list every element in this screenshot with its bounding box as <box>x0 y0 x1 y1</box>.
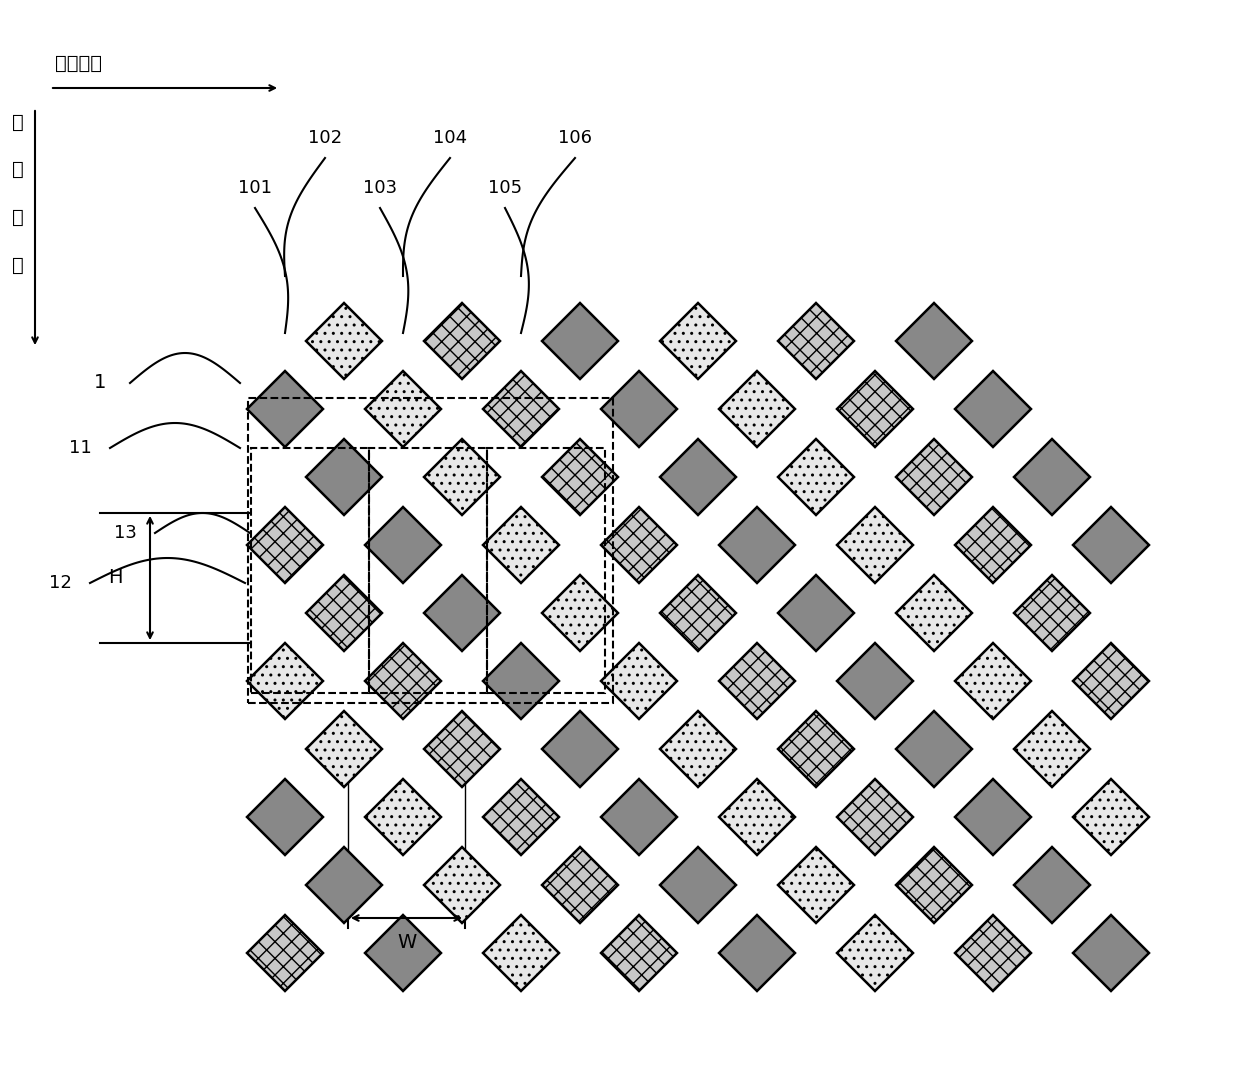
Polygon shape <box>542 439 618 515</box>
Polygon shape <box>1014 711 1090 787</box>
Polygon shape <box>424 847 500 923</box>
Polygon shape <box>484 371 559 447</box>
Text: 第: 第 <box>12 113 24 132</box>
Polygon shape <box>837 915 913 991</box>
Polygon shape <box>601 507 677 583</box>
Polygon shape <box>306 575 382 651</box>
Polygon shape <box>484 915 559 991</box>
Polygon shape <box>424 711 500 787</box>
Polygon shape <box>897 303 972 379</box>
Text: 12: 12 <box>48 574 72 592</box>
Polygon shape <box>424 575 500 651</box>
Polygon shape <box>955 643 1030 719</box>
Polygon shape <box>897 847 972 923</box>
Text: 13: 13 <box>114 524 136 541</box>
Polygon shape <box>601 371 677 447</box>
Polygon shape <box>955 779 1030 855</box>
Polygon shape <box>306 847 382 923</box>
Text: 一: 一 <box>12 160 24 179</box>
Text: 1: 1 <box>94 374 107 393</box>
Polygon shape <box>719 779 795 855</box>
Polygon shape <box>955 915 1030 991</box>
Text: 11: 11 <box>68 439 92 457</box>
Polygon shape <box>837 779 913 855</box>
Text: H: H <box>108 568 123 587</box>
Polygon shape <box>1014 439 1090 515</box>
Polygon shape <box>365 507 441 583</box>
Polygon shape <box>777 575 854 651</box>
Polygon shape <box>660 303 737 379</box>
Polygon shape <box>777 303 854 379</box>
Polygon shape <box>897 439 972 515</box>
Polygon shape <box>247 779 322 855</box>
Polygon shape <box>365 779 441 855</box>
Polygon shape <box>365 643 441 719</box>
Polygon shape <box>542 575 618 651</box>
Polygon shape <box>1014 847 1090 923</box>
Text: 105: 105 <box>487 179 522 197</box>
Polygon shape <box>365 371 441 447</box>
Polygon shape <box>1073 779 1149 855</box>
Text: 第二方向: 第二方向 <box>55 54 102 73</box>
Polygon shape <box>719 915 795 991</box>
Polygon shape <box>660 575 737 651</box>
Polygon shape <box>601 643 677 719</box>
Polygon shape <box>719 643 795 719</box>
Polygon shape <box>719 371 795 447</box>
Polygon shape <box>1073 507 1149 583</box>
Polygon shape <box>660 847 737 923</box>
Polygon shape <box>1073 643 1149 719</box>
Polygon shape <box>365 915 441 991</box>
Polygon shape <box>484 779 559 855</box>
Text: 103: 103 <box>363 179 397 197</box>
Polygon shape <box>660 439 737 515</box>
Text: 106: 106 <box>558 129 591 147</box>
Polygon shape <box>837 507 913 583</box>
Polygon shape <box>247 915 322 991</box>
Polygon shape <box>601 779 677 855</box>
Text: 102: 102 <box>308 129 342 147</box>
Polygon shape <box>247 371 322 447</box>
Polygon shape <box>484 643 559 719</box>
Polygon shape <box>601 915 677 991</box>
Polygon shape <box>777 847 854 923</box>
Polygon shape <box>484 507 559 583</box>
Polygon shape <box>837 643 913 719</box>
Polygon shape <box>777 711 854 787</box>
Polygon shape <box>955 507 1030 583</box>
Polygon shape <box>660 711 737 787</box>
Polygon shape <box>837 371 913 447</box>
Polygon shape <box>424 439 500 515</box>
Polygon shape <box>719 507 795 583</box>
Polygon shape <box>306 439 382 515</box>
Polygon shape <box>306 711 382 787</box>
Text: 104: 104 <box>433 129 467 147</box>
Polygon shape <box>777 439 854 515</box>
Polygon shape <box>247 643 322 719</box>
Polygon shape <box>955 371 1030 447</box>
Polygon shape <box>306 303 382 379</box>
Text: W: W <box>397 933 417 953</box>
Text: 方: 方 <box>12 208 24 227</box>
Polygon shape <box>1014 575 1090 651</box>
Polygon shape <box>424 303 500 379</box>
Polygon shape <box>542 711 618 787</box>
Polygon shape <box>542 303 618 379</box>
Polygon shape <box>897 575 972 651</box>
Polygon shape <box>542 847 618 923</box>
Polygon shape <box>1073 915 1149 991</box>
Polygon shape <box>897 711 972 787</box>
Text: 101: 101 <box>238 179 272 197</box>
Polygon shape <box>247 507 322 583</box>
Text: 向: 向 <box>12 256 24 274</box>
